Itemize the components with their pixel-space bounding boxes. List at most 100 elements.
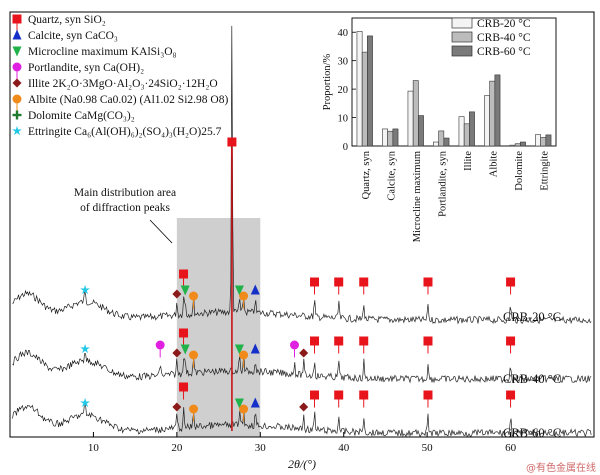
marker-microcline xyxy=(234,398,244,409)
inset-bar-chart: 0 10 20 30 40 Proportion/% Quartz, syn Calcite,… xyxy=(322,17,557,242)
trace-line xyxy=(12,349,592,384)
inset-bar xyxy=(484,95,490,147)
inset-category-label: Quartz, syn xyxy=(361,150,372,199)
legend-item: Calcite, syn CaCO₃ xyxy=(12,29,118,42)
marker-albite xyxy=(189,404,199,422)
inset-bar xyxy=(387,130,394,147)
inset-y-tick-label: 20 xyxy=(338,85,349,96)
inset-legend-label: CRB-20 °C xyxy=(477,18,531,30)
marker-quartz xyxy=(506,390,516,408)
inset-legend-label: CRB-40 °C xyxy=(477,32,531,44)
legend-item: Microcline maximum KAlSi₃O₈ xyxy=(12,46,177,58)
inset-category-label: Ettringite xyxy=(539,151,550,191)
marker-illite xyxy=(172,348,182,358)
marker-quartz xyxy=(334,277,344,295)
annotation-pointer xyxy=(149,219,173,244)
inset-y-tick-label: 40 xyxy=(338,28,349,39)
inset-bar xyxy=(545,134,552,147)
inset-bar xyxy=(367,35,373,147)
x-axis-title: 2θ/(°) xyxy=(288,457,316,471)
legend-marker-icon xyxy=(12,14,22,32)
watermark: @有色金属在线 xyxy=(526,461,596,474)
legend-label: Portlandite, syn Ca(OH)₂ xyxy=(28,62,144,74)
inset-bar xyxy=(514,143,521,147)
marker-quartz xyxy=(359,336,369,354)
highlight-band xyxy=(176,218,261,437)
inset-bar xyxy=(392,128,399,147)
legend-marker-icon xyxy=(12,94,22,112)
inset-legend-swatch xyxy=(451,31,473,43)
marker-calcite xyxy=(250,343,260,354)
inset-category-label: Microcline maximum xyxy=(412,151,423,242)
inset-bar xyxy=(382,128,388,147)
phase-markers xyxy=(80,137,516,422)
annotation-line-2: of diffraction peaks xyxy=(80,202,170,214)
inset-bar xyxy=(361,51,368,147)
legend-marker-icon xyxy=(12,62,22,80)
legend-marker-icon xyxy=(12,110,22,120)
x-axis: 10 20 30 40 50 60 xyxy=(88,432,517,454)
marker-quartz xyxy=(334,336,344,354)
phase-legend: Quartz, syn SiO₂ Calcite, syn CaCO₃ Microc… xyxy=(12,14,228,138)
legend-item: Ettringite Ca₆(Al(OH)₆)₂(SO₄)₃(H₂O)25.7 xyxy=(12,125,222,138)
inset-legend-swatch xyxy=(451,45,473,57)
inset-bar xyxy=(520,141,526,147)
x-tick-label: 50 xyxy=(422,442,434,454)
marker-quartz xyxy=(423,277,433,295)
inset-y-axis-title: Proportion/% xyxy=(322,53,333,110)
curve-label-crb20: CRB-20 °C xyxy=(503,310,561,324)
x-tick-label: 20 xyxy=(171,442,183,454)
marker-calcite xyxy=(250,397,260,408)
marker-quartz xyxy=(359,277,369,295)
marker-quartz xyxy=(310,336,320,354)
marker-quartz-main xyxy=(227,137,237,155)
marker-quartz xyxy=(423,390,433,408)
plot-frame xyxy=(9,11,595,438)
inset-bar xyxy=(463,123,470,147)
inset-y-tick-label: 0 xyxy=(343,142,348,153)
inset-bar xyxy=(540,137,547,147)
marker-microcline xyxy=(234,285,244,296)
x-tick-label: 30 xyxy=(255,442,267,454)
legend-item: Dolomite CaMg(CO₃)₂ xyxy=(12,110,135,122)
marker-ettringite xyxy=(80,343,90,354)
inset-y-tick-label: 30 xyxy=(338,57,349,68)
inset-legend-swatch xyxy=(451,17,473,29)
marker-illite xyxy=(299,402,309,412)
marker-quartz xyxy=(310,277,320,295)
x-tick-label: 10 xyxy=(88,442,100,454)
marker-albite xyxy=(239,291,249,309)
inset-category-label: Calcite, syn xyxy=(386,150,397,200)
legend-label: Dolomite CaMg(CO₃)₂ xyxy=(28,110,135,122)
inset-bar xyxy=(469,111,475,147)
inset-bar xyxy=(443,137,450,147)
marker-portlandite xyxy=(289,340,299,358)
marker-illite xyxy=(299,348,309,358)
inset-category-label: Illite xyxy=(463,151,474,171)
legend-label: Microcline maximum KAlSi₃O₈ xyxy=(28,46,177,58)
marker-microcline xyxy=(180,285,190,296)
inset-legend-label: CRB-60 °C xyxy=(477,46,531,58)
marker-quartz xyxy=(179,269,189,287)
marker-ettringite xyxy=(80,397,90,408)
inset-bar xyxy=(433,141,439,147)
marker-albite xyxy=(189,350,199,368)
inset-bar xyxy=(412,80,419,147)
marker-quartz xyxy=(506,277,516,295)
inset-category-label: Portlandite, syn xyxy=(437,150,448,217)
inset-bar xyxy=(356,31,363,147)
marker-quartz xyxy=(359,390,369,408)
marker-quartz xyxy=(179,328,189,346)
marker-quartz xyxy=(423,336,433,354)
inset-bar xyxy=(418,115,424,147)
x-tick-label: 40 xyxy=(338,442,350,454)
marker-albite xyxy=(239,404,249,422)
marker-quartz xyxy=(310,390,320,408)
marker-albite xyxy=(189,291,199,309)
legend-item: Quartz, syn SiO₂ xyxy=(12,14,106,32)
marker-ettringite xyxy=(80,284,90,295)
marker-illite xyxy=(172,289,182,299)
marker-portlandite xyxy=(155,340,165,358)
inset-bar xyxy=(489,80,496,147)
